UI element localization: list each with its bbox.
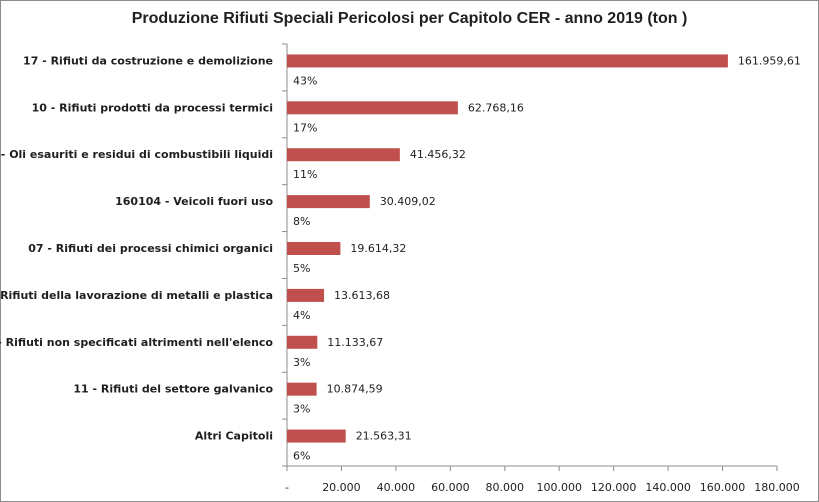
x-tick-label: - — [285, 481, 289, 494]
x-tick-label: 140.000 — [645, 481, 691, 494]
bar — [287, 242, 341, 255]
category-label: 13 - Oli esauriti e residui di combustib… — [0, 148, 273, 161]
category-label: 12 - Rifiuti della lavorazione di metall… — [0, 289, 273, 302]
bar-percent-label: 17% — [293, 121, 317, 134]
x-tick-label: 160.000 — [700, 481, 746, 494]
bar — [287, 382, 317, 396]
bar-percent-label: 6% — [293, 450, 310, 463]
bar — [287, 195, 370, 209]
x-tick-label: 120.000 — [591, 481, 637, 494]
category-label: Altri Capitoli — [195, 430, 273, 443]
bar-value-label: 41.456,32 — [410, 148, 466, 161]
bar — [287, 54, 728, 68]
bar-percent-label: 3% — [293, 403, 310, 416]
bar-percent-label: 5% — [293, 262, 310, 275]
bar-value-label: 161.959,61 — [738, 54, 801, 67]
x-tick-label: 60.000 — [431, 481, 470, 494]
bar-percent-label: 11% — [293, 168, 317, 181]
bar-value-label: 30.409,02 — [380, 195, 436, 208]
x-tick-label: 100.000 — [536, 481, 582, 494]
bar-percent-label: 4% — [293, 309, 310, 322]
bar — [287, 288, 325, 302]
category-label: 07 - Rifiuti dei processi chimici organi… — [28, 242, 273, 255]
bar — [287, 429, 346, 443]
x-tick-label: 180.000 — [754, 481, 800, 494]
bar-value-label: 62.768,16 — [468, 101, 524, 114]
bar — [287, 148, 400, 162]
bar — [287, 101, 458, 115]
x-tick-label: 40.000 — [377, 481, 416, 494]
bar-value-label: 10.874,59 — [327, 383, 383, 396]
category-label: 16 - Rifiuti non specificati altrimenti … — [0, 336, 273, 349]
bar-value-label: 11.133,67 — [327, 336, 383, 349]
chart-title: Produzione Rifiuti Speciali Pericolosi p… — [131, 10, 688, 27]
bar-value-label: 19.614,32 — [350, 242, 406, 255]
category-label: 11 - Rifiuti del settore galvanico — [73, 383, 273, 396]
category-label: 10 - Rifiuti prodotti da processi termic… — [32, 101, 273, 114]
bar — [287, 335, 318, 349]
bar-value-label: 13.613,68 — [334, 289, 390, 302]
bar-percent-label: 43% — [293, 74, 317, 87]
bar-percent-label: 3% — [293, 356, 310, 369]
category-label: 160104 - Veicoli fuori uso — [115, 195, 273, 208]
bar-percent-label: 8% — [293, 215, 310, 228]
x-tick-label: 20.000 — [322, 481, 361, 494]
category-label: 17 - Rifiuti da costruzione e demolizion… — [23, 54, 273, 67]
x-tick-label: 80.000 — [486, 481, 525, 494]
bar-value-label: 21.563,31 — [356, 430, 412, 443]
